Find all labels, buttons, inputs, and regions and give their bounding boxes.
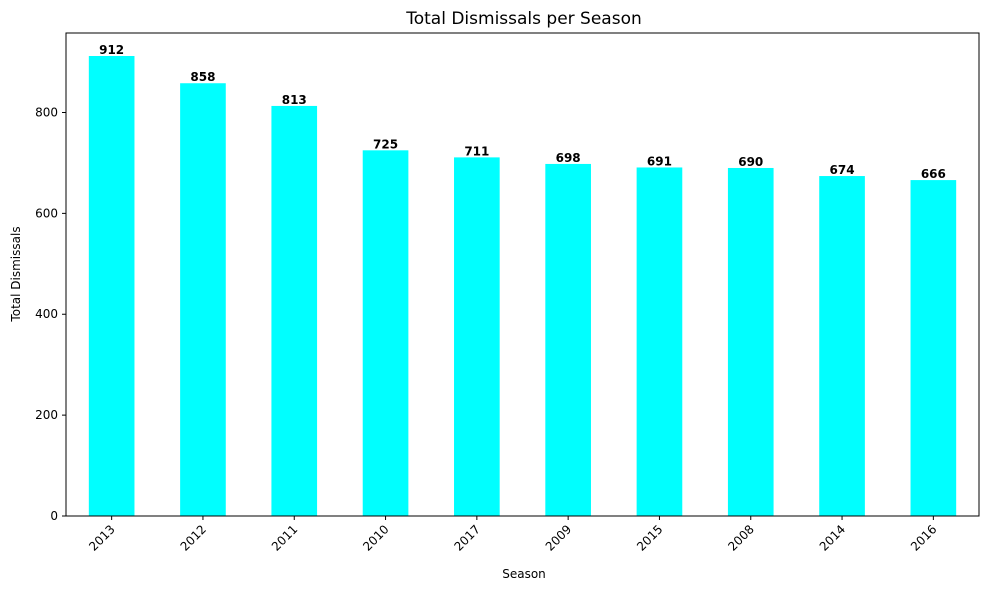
data-label-2015: 691	[647, 154, 672, 168]
y-axis: 0 200 400 600 800	[35, 105, 66, 523]
y-tick-label-600: 600	[35, 206, 58, 220]
bar-2010	[362, 150, 409, 516]
chart-title: Total Dismissals per Season	[405, 9, 642, 29]
bar-2017	[454, 157, 500, 516]
data-label-2017: 711	[464, 144, 489, 158]
y-tick-label-800: 800	[35, 105, 58, 119]
bar-2009	[545, 163, 591, 516]
data-label-2008: 690	[738, 155, 763, 169]
x-tick-label-2014: 2014	[817, 522, 848, 553]
data-label-2016: 666	[921, 167, 946, 181]
data-label-2012: 858	[190, 70, 215, 84]
y-tick-label-200: 200	[35, 408, 58, 422]
bars-layer	[88, 56, 957, 517]
x-tick-label-2015: 2015	[634, 522, 665, 553]
x-tick-label-2010: 2010	[360, 522, 391, 553]
x-tick-label-2008: 2008	[725, 522, 756, 553]
bar-2012	[180, 83, 226, 516]
x-axis: 2013 2012 2011 2010 2017 2009 2015 2008 2014 2016	[86, 516, 939, 554]
x-tick-label-2017: 2017	[451, 522, 482, 553]
bar-2016	[910, 180, 957, 516]
data-labels-layer: 912 858 813 725 711 698 691 690 674 666	[99, 43, 946, 181]
plot-frame	[65, 32, 980, 517]
data-label-2014: 674	[830, 163, 855, 177]
bar-2011	[271, 105, 318, 517]
bar-2015	[636, 167, 683, 516]
x-tick-label-2009: 2009	[543, 522, 574, 553]
y-tick-label-400: 400	[35, 307, 58, 321]
x-tick-label-2016: 2016	[908, 522, 939, 553]
x-axis-label: Season	[502, 567, 546, 581]
bar-2014	[819, 176, 865, 516]
data-label-2010: 725	[373, 137, 398, 151]
y-axis-label: Total Dismissals	[9, 226, 23, 322]
data-label-2013: 912	[99, 43, 124, 57]
bar-2008	[727, 167, 774, 516]
x-tick-label-2011: 2011	[269, 522, 300, 553]
y-tick-label-0: 0	[50, 509, 58, 523]
x-tick-label-2012: 2012	[178, 522, 209, 553]
data-label-2011: 813	[282, 93, 307, 107]
bar-2013	[88, 56, 135, 516]
data-label-2009: 698	[556, 151, 581, 165]
x-tick-label-2013: 2013	[86, 522, 117, 553]
